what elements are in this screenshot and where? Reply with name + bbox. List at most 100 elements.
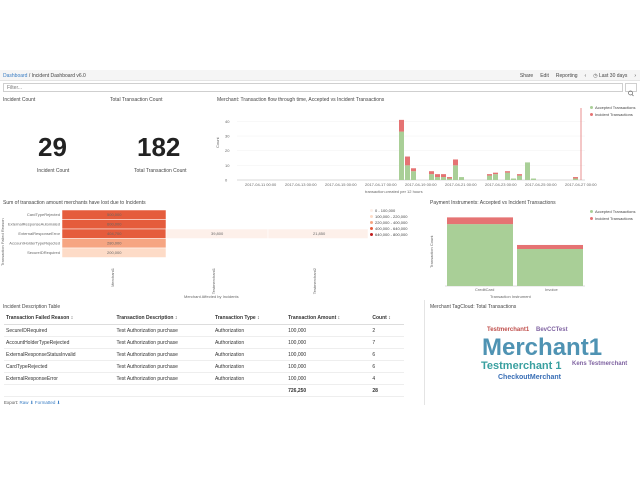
flow-bar-incident bbox=[517, 174, 522, 176]
flow-legend-incident[interactable]: Incident Transactions bbox=[590, 112, 633, 117]
cloud-word[interactable]: Testmerchant1 bbox=[487, 327, 530, 333]
cloud-title: Merchant TagCloud: Total Transactions bbox=[430, 304, 517, 310]
flow-xtick: 2017-04-13 00:00 bbox=[285, 182, 317, 187]
search-icon bbox=[628, 90, 634, 97]
table-cell: SecureIDRequired bbox=[4, 324, 115, 337]
table-cell: Authorization bbox=[212, 360, 287, 373]
table-cell: 100,000 bbox=[286, 324, 371, 337]
incident-count-title: Incident Count bbox=[3, 97, 36, 103]
time-picker[interactable]: ◷ Last 30 days bbox=[593, 73, 627, 79]
heatmap-cell bbox=[61, 247, 167, 258]
flow-bar-incident bbox=[435, 174, 440, 178]
cloud-word[interactable]: Testmerchant 1 bbox=[481, 360, 562, 372]
flow-bar-accepted bbox=[429, 174, 434, 180]
incident-dot-icon bbox=[590, 217, 593, 221]
total-cell: 726,250 bbox=[286, 384, 371, 397]
cloud-word[interactable]: Kens Testmerchant bbox=[572, 361, 628, 367]
export-formatted-link[interactable]: Formatted ⬇ bbox=[34, 400, 61, 405]
flow-xtick: 2017-04-19 00:00 bbox=[405, 182, 437, 187]
total-cell: 28 bbox=[370, 384, 404, 397]
cloud-word[interactable]: CheckoutMerchant bbox=[498, 374, 562, 381]
col-failed-reason[interactable]: Transaction Failed Reason ↕ bbox=[4, 312, 115, 325]
edit-link[interactable]: Edit bbox=[540, 73, 549, 79]
flow-ytick: 0 bbox=[225, 178, 228, 183]
breadcrumb-dashboard-link[interactable]: Dashboard bbox=[3, 73, 28, 79]
merchant-flow-chart: Count 0 10 20 30 40 2017-04-11 00:00 2017-04-13… bbox=[215, 108, 597, 194]
table-row[interactable]: AccountHolderTypeRejected Test Authorizat… bbox=[4, 336, 404, 349]
table-cell: Authorization bbox=[212, 336, 287, 349]
col-count[interactable]: Count ↕ bbox=[370, 312, 404, 325]
prev-time-icon[interactable]: ‹ bbox=[584, 73, 587, 79]
heatmap-row-label: ExternalResponseAutomated bbox=[8, 222, 60, 227]
heatmap-legend-item[interactable]: 640,000 - 800,000 bbox=[370, 232, 407, 237]
table-cell: ExternalResponseStatusInvalid bbox=[4, 348, 115, 361]
pay-legend-incident[interactable]: Incident Transactions bbox=[590, 216, 633, 221]
search-button[interactable] bbox=[625, 83, 637, 97]
heatmap-legend-item[interactable]: 220,000 - 400,000 bbox=[370, 220, 407, 225]
flow-ytick: 10 bbox=[225, 163, 230, 168]
table-cell: 6 bbox=[370, 348, 404, 361]
flow-bar-incident bbox=[493, 172, 498, 175]
export-raw-link[interactable]: Raw ⬇ bbox=[19, 400, 34, 405]
table-row[interactable]: ExternalResponseStatusInvalid Test Author… bbox=[4, 348, 404, 361]
col-type[interactable]: Transaction Type ↕ bbox=[212, 312, 287, 325]
table-cell: Authorization bbox=[212, 348, 287, 361]
heatmap-row-label: CardTypeRejected bbox=[27, 212, 60, 217]
heatmap-row-label: ExternalResponseError bbox=[18, 231, 60, 236]
heatmap-cell-label: 280,000 bbox=[107, 241, 122, 246]
col-amount[interactable]: Transaction Amount ↕ bbox=[286, 312, 371, 325]
flow-ytick: 20 bbox=[225, 148, 230, 153]
heatmap-legend: 0 - 100,000 100,000 - 220,000 220,000 - 40… bbox=[370, 208, 407, 238]
pay-legend-accepted[interactable]: Accepted Transactions bbox=[590, 209, 635, 214]
table-cell: Test Authorization purchase bbox=[114, 336, 213, 349]
divider bbox=[424, 300, 425, 405]
heatmap-legend-item[interactable]: 400,000 - 640,000 bbox=[370, 226, 407, 231]
table-cell: ExternalResponseError bbox=[4, 372, 115, 385]
filter-input[interactable]: Filter... bbox=[3, 83, 623, 92]
total-cell bbox=[114, 384, 213, 397]
flow-xtick: 2017-04-11 00:00 bbox=[245, 182, 277, 187]
table-row[interactable]: ExternalResponseError Test Authorization … bbox=[4, 372, 404, 385]
flow-bar-accepted bbox=[435, 177, 440, 180]
flow-bar-accepted bbox=[573, 178, 578, 180]
next-time-icon[interactable]: › bbox=[634, 73, 636, 79]
heatmap-cell-label: 200,000 bbox=[107, 250, 122, 255]
flow-bar-accepted bbox=[487, 175, 492, 180]
legend-dot-icon bbox=[370, 221, 373, 225]
reporting-link[interactable]: Reporting bbox=[555, 73, 578, 79]
flow-xtick: 2017-04-17 00:00 bbox=[365, 182, 397, 187]
flow-bar-accepted bbox=[405, 165, 410, 180]
legend-dot-icon bbox=[370, 215, 373, 219]
heatmap-legend-item[interactable]: 0 - 100,000 bbox=[370, 208, 407, 213]
heatmap-cell-label: 21,850 bbox=[313, 231, 326, 236]
pay-xlabel: Transaction Instrument bbox=[490, 294, 532, 299]
flow-xtick: 2017-04-27 00:00 bbox=[565, 182, 597, 187]
legend-dot-icon bbox=[370, 233, 373, 237]
pay-bar-incident bbox=[517, 244, 583, 249]
table-cell: 100,000 bbox=[286, 336, 371, 349]
flow-bar-accepted bbox=[531, 178, 536, 180]
heatmap-ylabel: Transaction Failed Reason bbox=[0, 218, 5, 266]
heatmap-legend-item[interactable]: 100,000 - 220,000 bbox=[370, 214, 407, 219]
col-description[interactable]: Transaction Description ↕ bbox=[114, 312, 213, 325]
heatmap-cell-label: 39,800 bbox=[211, 231, 224, 236]
flow-bar-incident bbox=[447, 177, 452, 179]
cloud-word[interactable]: BevCCTest bbox=[536, 327, 568, 333]
flow-bar-accepted bbox=[505, 172, 510, 180]
legend-dot-icon bbox=[370, 227, 373, 231]
flow-legend-accepted[interactable]: Accepted Transactions bbox=[590, 105, 635, 110]
share-link[interactable]: Share bbox=[519, 73, 534, 79]
heatmap-xlabel: Merchant Affected by Incidents bbox=[184, 294, 239, 299]
flow-bar-accepted bbox=[447, 178, 452, 180]
table-row[interactable]: SecureIDRequired Test Authorization purch… bbox=[4, 324, 404, 337]
table-header-row: Transaction Failed Reason ↕ Transaction … bbox=[4, 312, 404, 325]
cloud-word[interactable]: Merchant1 bbox=[482, 334, 603, 361]
flow-xlabel: transaction.created per 12 hours bbox=[365, 189, 423, 194]
incident-dot-icon bbox=[590, 113, 593, 117]
table-row[interactable]: CardTypeRejected Test Authorization purch… bbox=[4, 360, 404, 373]
flow-bar-incident bbox=[505, 171, 510, 173]
flow-bar-incident bbox=[441, 174, 446, 178]
heatmap-col-label: Testmerchant2 bbox=[312, 267, 317, 294]
flow-bar-accepted bbox=[511, 178, 516, 180]
flow-bar-incident bbox=[573, 177, 578, 179]
